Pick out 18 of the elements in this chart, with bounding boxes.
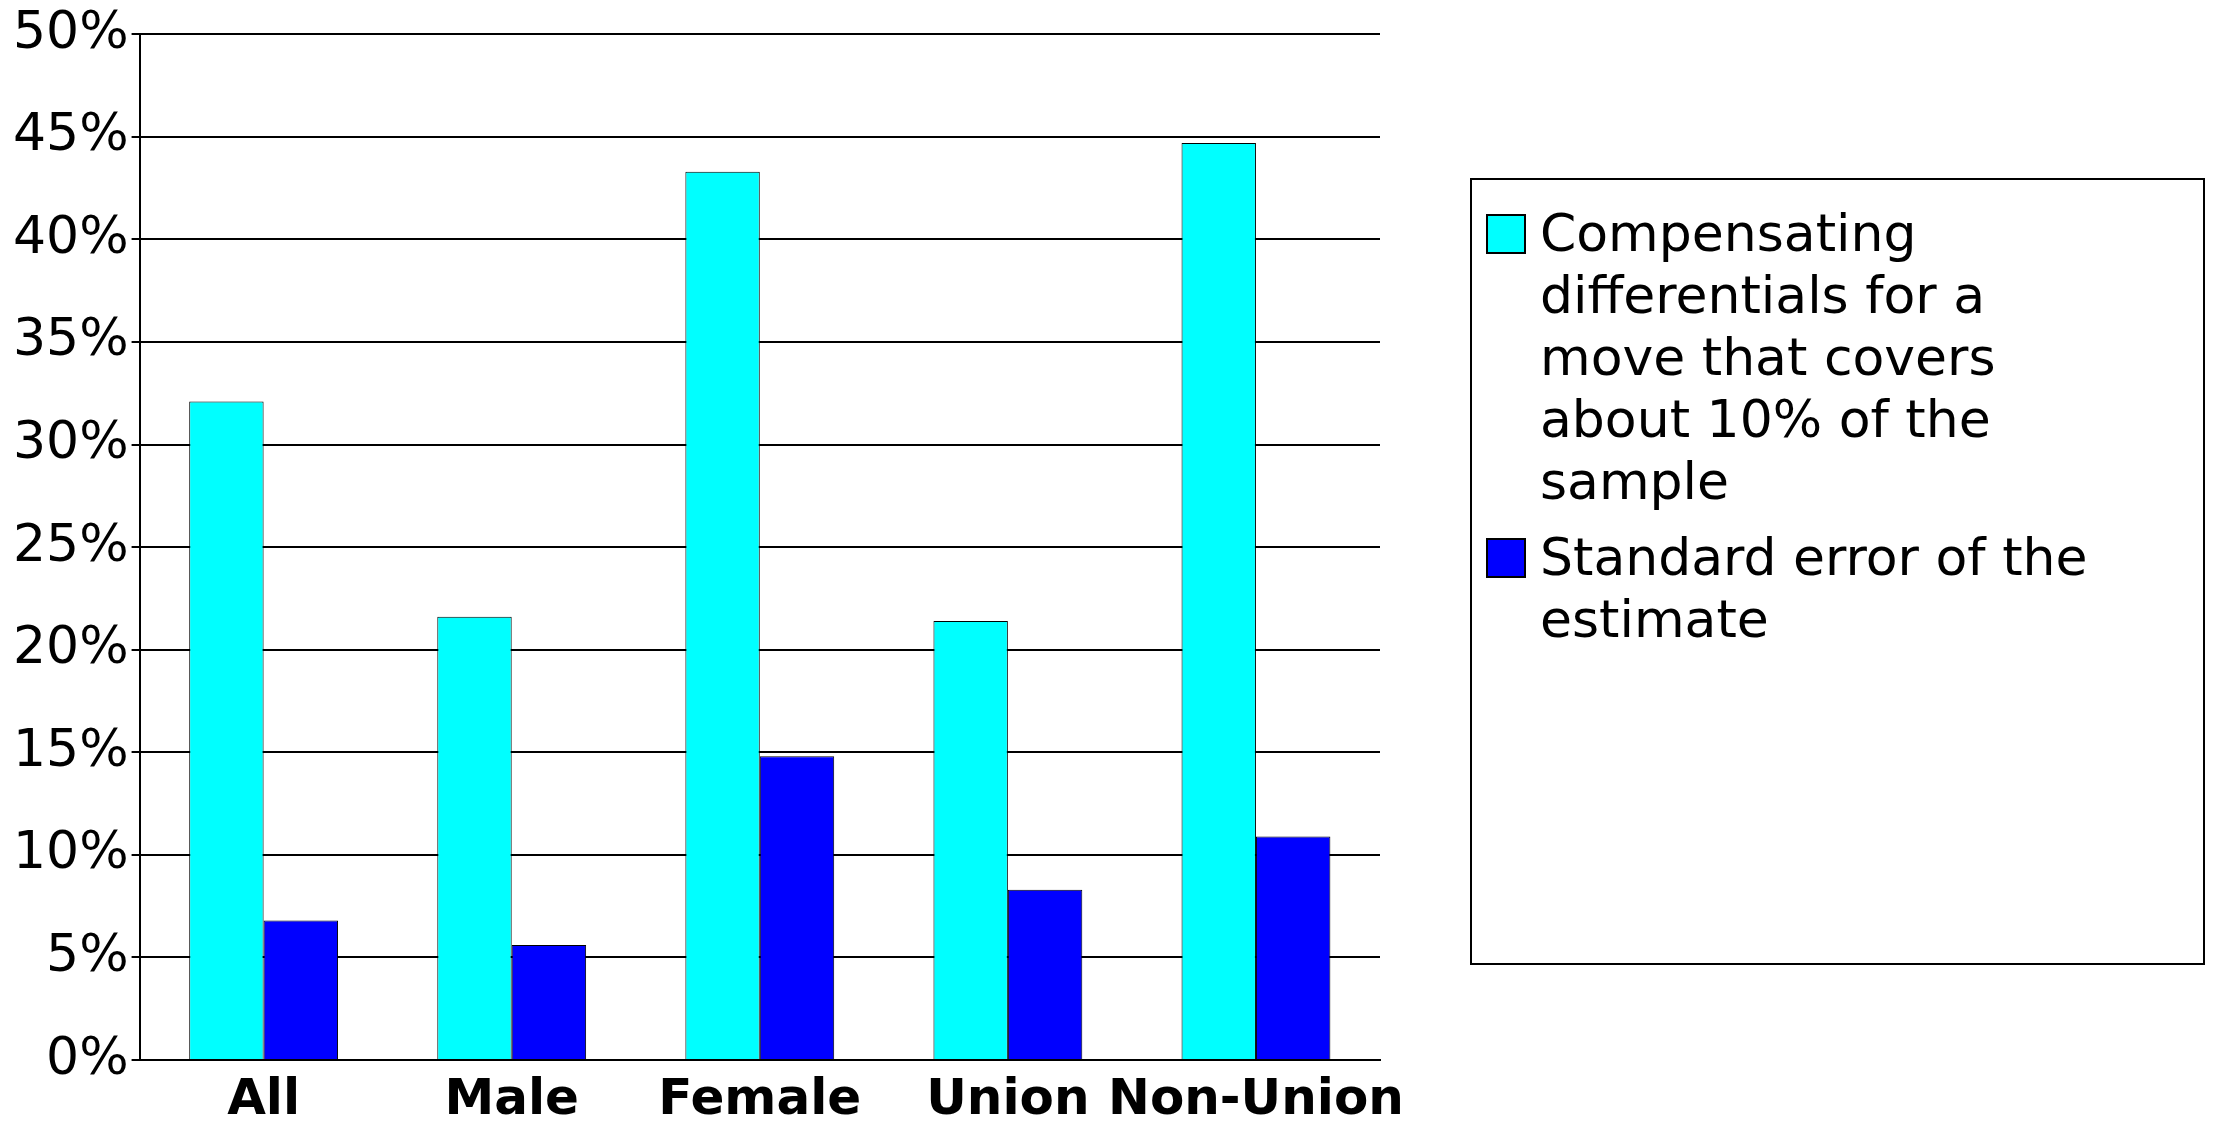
x-tick-label: Non-Union: [1108, 1067, 1404, 1126]
y-tick-label: 50%: [13, 0, 129, 60]
legend-label: Standard error of the estimate: [1540, 526, 2089, 650]
legend-label: Compensating differentials for a move that covers about 10% of the sample: [1540, 202, 1997, 512]
y-tick-label: 25%: [13, 512, 129, 573]
y-tick-label: 45%: [13, 102, 129, 163]
y-tick-label: 5%: [46, 922, 129, 983]
y-tick-label: 20%: [13, 615, 129, 676]
x-tick-label: Union: [926, 1067, 1090, 1126]
y-tick-label: 30%: [13, 410, 129, 471]
x-tick-label: Female: [658, 1067, 862, 1126]
y-tick-label: 0%: [46, 1025, 129, 1086]
x-tick-label: All: [227, 1067, 301, 1126]
y-tick-label: 15%: [13, 717, 129, 778]
y-tick-label: 35%: [13, 307, 129, 368]
x-tick-label: Male: [444, 1067, 579, 1126]
y-tick-label: 40%: [13, 204, 129, 265]
y-tick-label: 10%: [13, 820, 129, 881]
